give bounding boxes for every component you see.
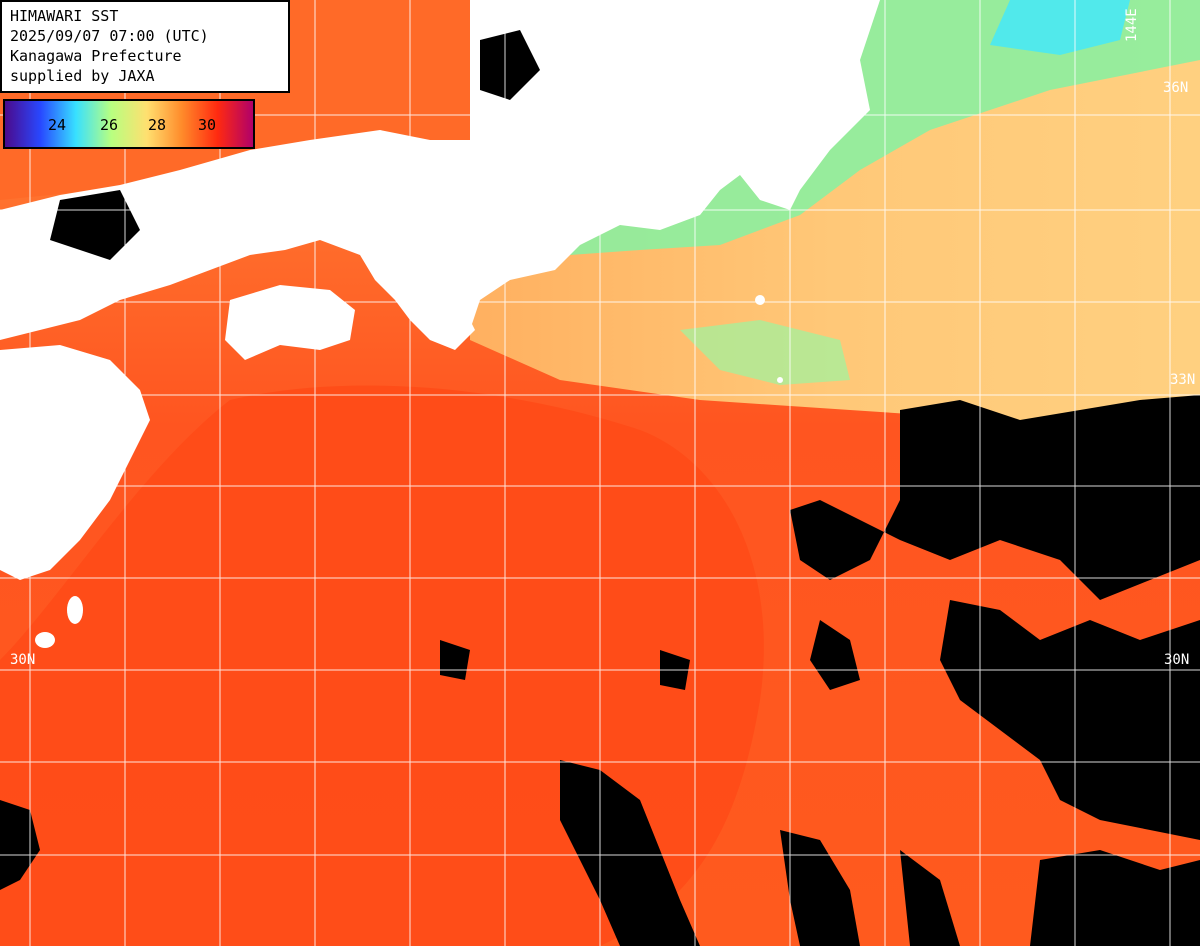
land-tanegashima bbox=[35, 632, 55, 648]
title-line-datetime: 2025/09/07 07:00 (UTC) bbox=[10, 27, 209, 45]
cloud-south-2 bbox=[780, 830, 860, 946]
cloud-east-2 bbox=[940, 600, 1200, 840]
cloud-north-strip bbox=[480, 30, 540, 100]
lat-label-33n: 33N bbox=[1170, 372, 1196, 388]
cloud-east-3 bbox=[1030, 850, 1200, 946]
colorbar-label-30: 30 bbox=[197, 116, 217, 134]
land-kii bbox=[395, 290, 475, 350]
land-izu-1 bbox=[755, 295, 765, 305]
lat-label-30n-left: 30N bbox=[10, 652, 36, 668]
colorbar-label-26: 26 bbox=[99, 116, 119, 134]
cloud-east-1 bbox=[790, 395, 1200, 600]
ocean-coastal-cool bbox=[540, 0, 1200, 255]
land-kyushu bbox=[0, 345, 150, 580]
colorbar: 24 26 28 30 bbox=[3, 99, 255, 149]
colorbar-label-28: 28 bbox=[147, 116, 167, 134]
colorbar-label-24: 24 bbox=[47, 116, 67, 134]
ocean-coastal-cyan bbox=[990, 0, 1130, 55]
lon-label-144e: 144E bbox=[1124, 8, 1140, 42]
cloud-south-3 bbox=[900, 850, 960, 946]
lat-label-30n-right: 30N bbox=[1164, 652, 1190, 668]
cloud-northwest bbox=[50, 190, 140, 260]
lat-label-36n: 36N bbox=[1163, 80, 1189, 96]
title-line-supplier: supplied by JAXA bbox=[10, 67, 155, 85]
cloud-mid-1 bbox=[810, 620, 860, 690]
cloud-south-1 bbox=[560, 760, 700, 946]
land-shikoku bbox=[225, 285, 355, 360]
title-line-product: HIMAWARI SST bbox=[10, 7, 119, 25]
title-box: HIMAWARI SST 2025/09/07 07:00 (UTC) Kana… bbox=[0, 0, 290, 93]
title-line-prefecture: Kanagawa Prefecture bbox=[10, 47, 182, 65]
ocean-coastal-green-2 bbox=[680, 320, 850, 385]
land-izu-2 bbox=[777, 377, 783, 383]
land-yakushima bbox=[67, 596, 83, 624]
